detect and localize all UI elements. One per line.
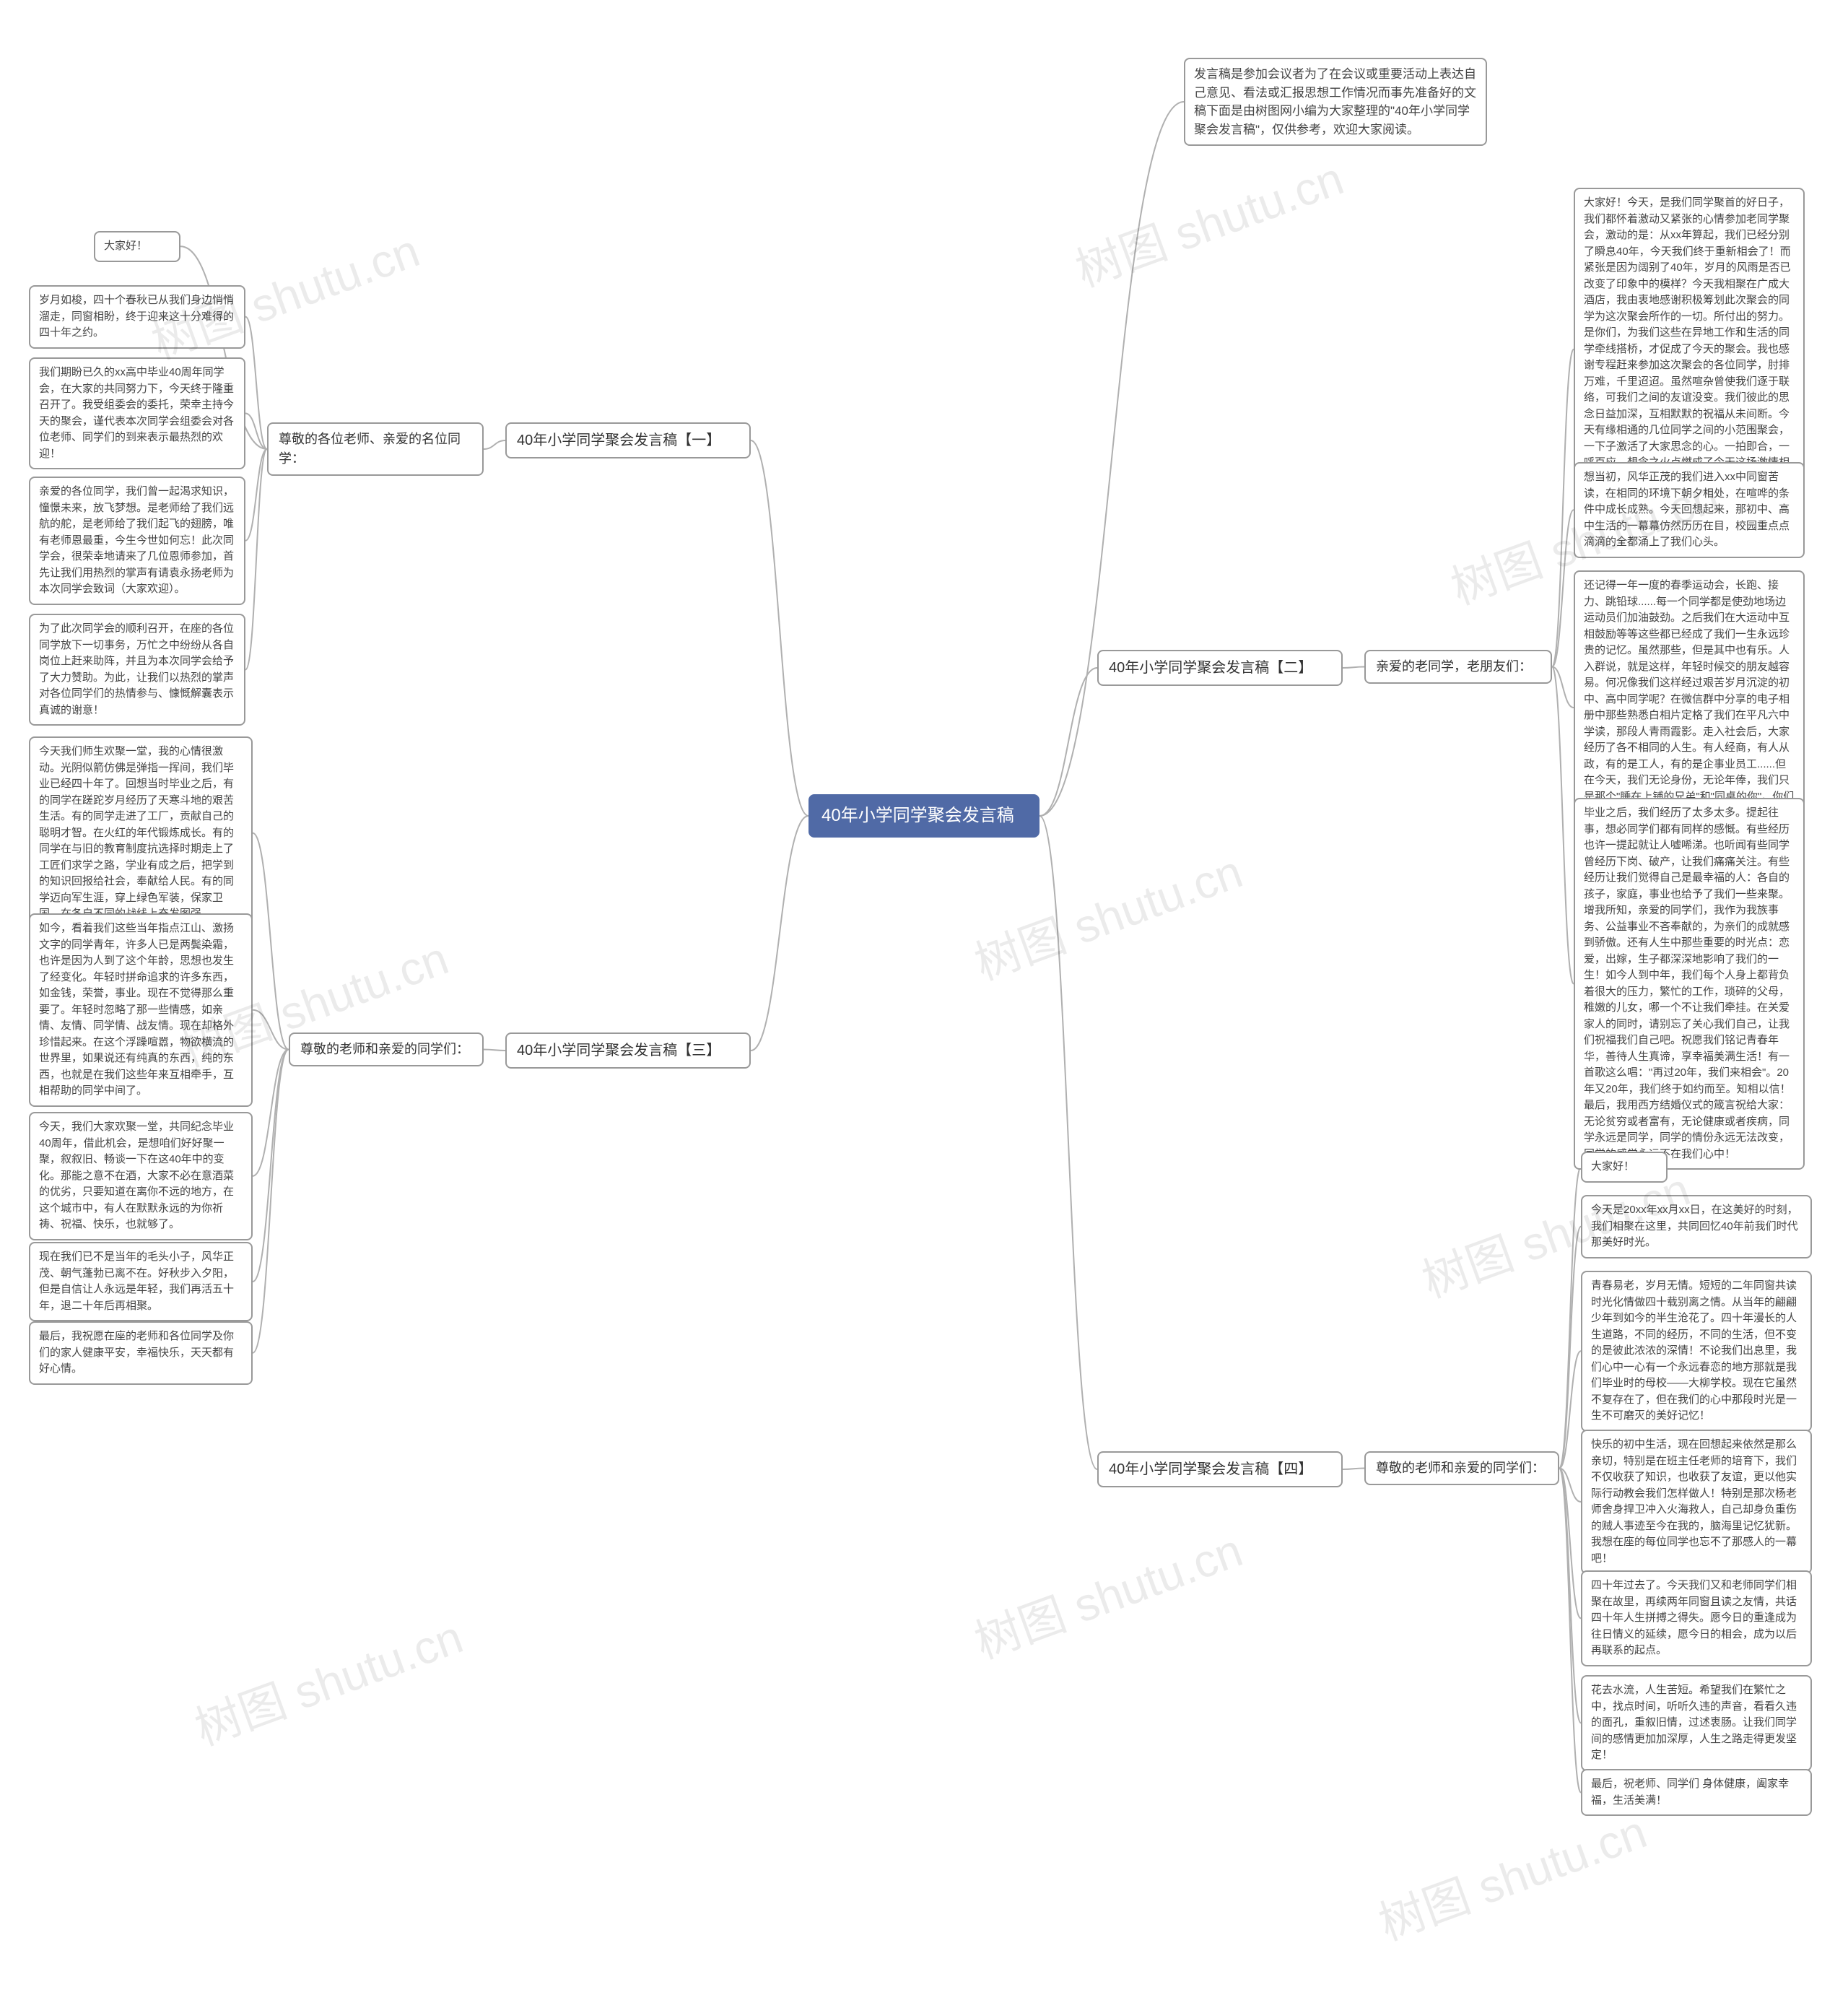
leaf-node: 想当初，风华正茂的我们进入xx中同窗苦读，在相同的环境下朝夕相处，在喧哗的条件中… [1574,462,1805,558]
connector-layer [0,0,1848,2000]
leaf-node: 亲爱的各位同学，我们曾一起渴求知识，憧憬未来，放飞梦想。是老师给了我们远航的舵，… [29,477,245,605]
watermark: 树图 shutu.cn [964,835,1250,993]
leaf-node: 岁月如梭，四十个春秋已从我们身边悄悄溜走，同窗相盼，终于迎来这十分难得的四十年之… [29,285,245,349]
intro-node: 发言稿是参加会议者为了在会议或重要活动上表达自己意见、看法或汇报思想工作情况而事… [1184,58,1487,146]
leaf-node: 如今，看着我们这些当年指点江山、激扬文字的同学青年，许多人已是两鬓染霜，也许是因… [29,913,253,1107]
leaf-node: 毕业之后，我们经历了太多太多。提起往事，想必同学们都有同样的感慨。有些经历也许一… [1574,798,1805,1170]
leaf-node: 为了此次同学会的顺利召开，在座的各位同学放下一切事务，万忙之中纷纷从各自岗位上赶… [29,614,245,726]
watermark: 树图 shutu.cn [964,1513,1250,1671]
branch-node: 40年小学同学聚会发言稿【一】 [505,422,751,458]
watermark: 树图 shutu.cn [1065,142,1351,300]
sub-node: 尊敬的各位老师、亲爱的名位同学： [267,422,484,476]
leaf-node: 今天我们师生欢聚一堂，我的心情很激动。光阴似箭仿佛是弹指一挥间，我们毕业已经四十… [29,736,253,930]
leaf-node: 花去水流，人生苦短。希望我们在繁忙之中，找点时间，听听久违的声音，看看久违的面孔… [1581,1675,1812,1771]
leaf-node: 最后，祝老师、同学们 身体健康，阖家幸福，生活美满！ [1581,1769,1812,1816]
branch-node: 40年小学同学聚会发言稿【四】 [1097,1451,1343,1487]
leaf-node: 最后，我祝愿在座的老师和各位同学及你们的家人健康平安，幸福快乐，天天都有好心情。 [29,1321,253,1385]
watermark: 树图 shutu.cn [185,1600,471,1758]
leaf-node: 今天，我们大家欢聚一堂，共同纪念毕业40周年，借此机会，是想咱们好好聚一聚，叙叙… [29,1112,253,1240]
leaf-node: 大家好！ [1581,1152,1668,1183]
branch-node: 40年小学同学聚会发言稿【二】 [1097,650,1343,686]
leaf-node: 大家好！ [94,231,180,262]
leaf-node: 现在我们已不是当年的毛头小子，风华正茂、朝气蓬勃已离不在。好秋步入夕阳，但是自信… [29,1242,253,1321]
leaf-node: 四十年过去了。今天我们又和老师同学们相聚在故里，再续两年同窗且读之友情，共话四十… [1581,1570,1812,1666]
leaf-node: 我们期盼已久的xx高中毕业40周年同学会，在大家的共同努力下，今天终于隆重召开了… [29,357,245,469]
watermark: 树图 shutu.cn [1369,1795,1655,1953]
sub-node: 尊敬的老师和亲爱的同学们： [1364,1451,1559,1485]
sub-node: 亲爱的老同学，老朋友们： [1364,650,1552,684]
sub-node: 尊敬的老师和亲爱的同学们： [289,1032,484,1066]
root-node: 40年小学同学聚会发言稿 [808,794,1040,838]
leaf-node: 青春易老，岁月无情。短短的二年同窗共读时光化情做四十载别离之情。从当年的翩翩少年… [1581,1271,1812,1432]
leaf-node: 快乐的初中生活，现在回想起来依然是那么亲切，特别是在班主任老师的培育下，我们不仅… [1581,1430,1812,1574]
leaf-node: 今天是20xx年xx月xx日，在这美好的时刻，我们相聚在这里，共同回忆40年前我… [1581,1195,1812,1258]
branch-node: 40年小学同学聚会发言稿【三】 [505,1032,751,1069]
